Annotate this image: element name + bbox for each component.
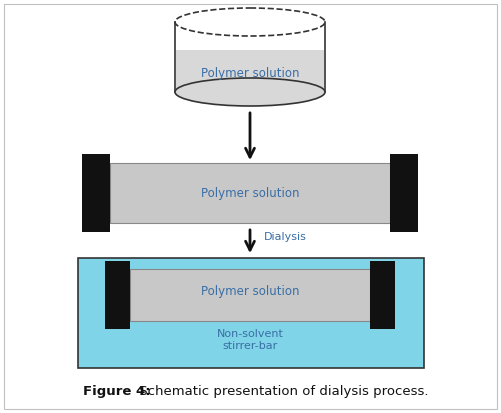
Bar: [176, 78, 324, 92]
Bar: [176, 50, 324, 92]
Bar: [78, 258, 424, 368]
Bar: [390, 154, 418, 232]
Text: Schematic presentation of dialysis process.: Schematic presentation of dialysis proce…: [135, 385, 428, 399]
Text: Polymer solution: Polymer solution: [201, 187, 299, 199]
Text: Non-solvent
stirrer-bar: Non-solvent stirrer-bar: [216, 329, 284, 351]
Bar: [82, 154, 110, 232]
Bar: [110, 163, 390, 223]
Text: Polymer solution: Polymer solution: [201, 285, 299, 297]
Bar: [370, 261, 395, 329]
Bar: [105, 261, 130, 329]
Text: Dialysis: Dialysis: [264, 233, 307, 242]
Bar: [130, 269, 370, 321]
Ellipse shape: [175, 78, 325, 106]
Text: Figure 4:: Figure 4:: [83, 385, 151, 399]
Text: Polymer solution: Polymer solution: [201, 67, 299, 81]
